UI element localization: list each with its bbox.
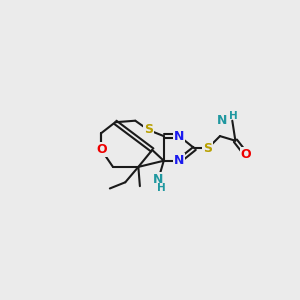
Text: H: H [157, 184, 166, 194]
Text: O: O [241, 148, 251, 161]
Text: N: N [153, 173, 164, 186]
Text: N: N [217, 114, 228, 127]
Text: N: N [174, 154, 184, 167]
Text: O: O [96, 143, 107, 157]
Text: S: S [144, 123, 153, 136]
Text: N: N [174, 130, 184, 142]
Text: S: S [203, 142, 212, 155]
Text: H: H [230, 111, 238, 121]
